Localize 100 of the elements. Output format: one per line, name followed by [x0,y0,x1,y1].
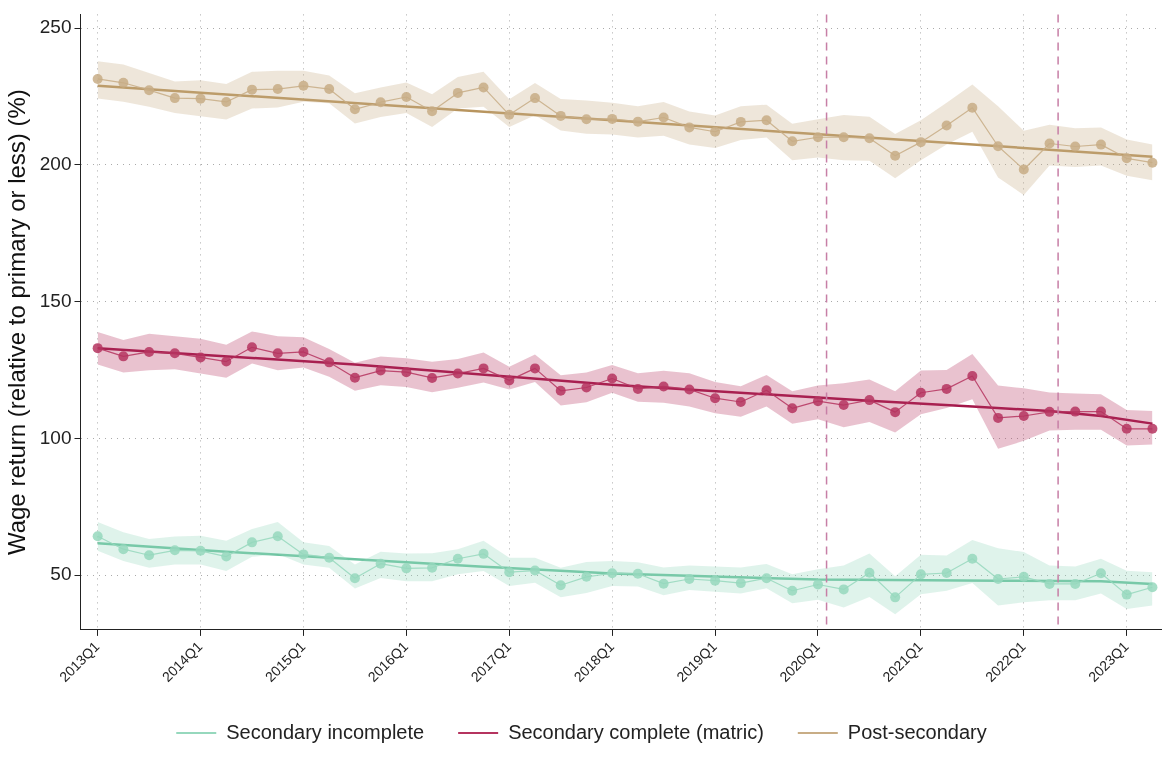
point [761,573,772,584]
point [890,592,901,603]
point [838,132,849,143]
point [1044,138,1055,149]
point [349,372,360,383]
point [504,375,515,386]
point [787,585,798,596]
point [195,545,206,556]
y-axis-title: Wage return (relative to primary or less) (%) [3,89,31,556]
point [735,578,746,589]
point [298,80,309,91]
point [427,372,438,383]
point [1070,406,1081,417]
point [324,552,335,563]
point [324,84,335,95]
point [1121,153,1132,164]
point [195,93,206,104]
legend-label: Secondary incomplete [226,720,425,743]
point [812,132,823,143]
point [375,365,386,376]
point [1095,139,1106,150]
point [941,383,952,394]
point [632,383,643,394]
point [838,584,849,595]
point [504,567,515,578]
point [247,342,258,353]
point [684,122,695,133]
point [298,346,309,357]
point [787,136,798,147]
point [941,567,952,578]
point [735,397,746,408]
point [915,569,926,580]
point [915,387,926,398]
point [375,97,386,108]
point [401,367,412,378]
y-tick-label: 250 [39,16,72,38]
point [272,84,283,95]
point [581,114,592,125]
y-tick-label: 50 [50,563,72,585]
point [1018,410,1029,421]
point [915,137,926,148]
point [1147,157,1158,168]
point [658,578,669,589]
point [607,568,618,579]
point [92,343,103,354]
point [1095,568,1106,579]
point [864,395,875,406]
point [761,385,772,396]
point [1121,589,1132,600]
point [324,357,335,368]
point [272,348,283,359]
point [1070,578,1081,589]
point [298,549,309,560]
point [221,96,232,107]
point [144,346,155,357]
point [452,553,463,564]
point [504,109,515,120]
y-tick-label: 100 [39,426,72,448]
point [993,412,1004,423]
point [941,120,952,131]
point [92,531,103,542]
point [478,82,489,93]
legend-label: Post-secondary [847,720,987,743]
point [221,551,232,562]
point [864,133,875,144]
point [555,580,566,591]
point [1070,141,1081,152]
point [375,558,386,569]
point [1044,578,1055,589]
y-tick-label: 150 [39,289,72,311]
point [710,126,721,137]
point [1147,582,1158,593]
point [684,384,695,395]
point [118,77,129,88]
point [735,116,746,127]
point [787,403,798,414]
point [401,563,412,574]
point [92,73,103,84]
legend-label: Secondary complete (matric) [508,720,764,743]
point [581,571,592,582]
point [452,368,463,379]
point [1018,164,1029,175]
point [890,150,901,161]
point [169,93,180,104]
point [144,550,155,561]
point [607,113,618,124]
point [247,537,258,548]
point [607,373,618,384]
point [195,352,206,363]
point [144,85,155,96]
point [169,545,180,556]
point [530,363,540,374]
point [632,116,643,127]
point [993,574,1004,585]
point [349,573,360,584]
point [452,87,463,98]
point [658,381,669,392]
point [349,104,360,115]
point [221,356,232,367]
point [427,106,438,117]
